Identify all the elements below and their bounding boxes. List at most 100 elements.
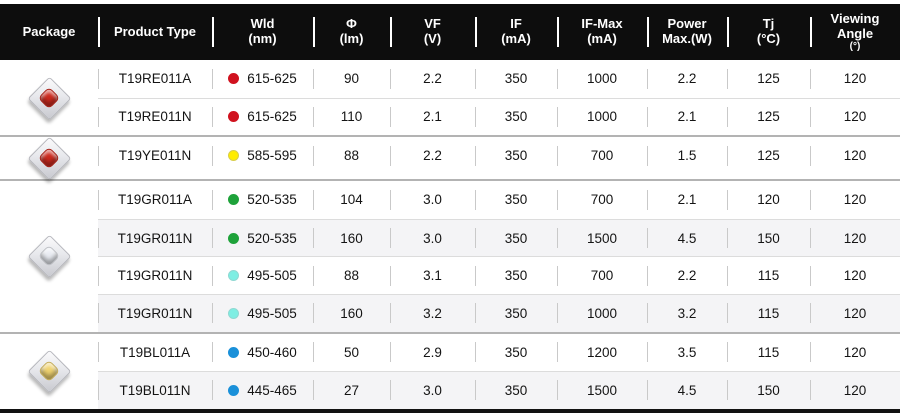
if-max-cell: 1500 bbox=[557, 372, 647, 409]
tj-cell: 150 bbox=[727, 220, 810, 257]
header-viewing-angle: Viewing Angle (°) bbox=[810, 4, 900, 60]
product-type-cell: T19BL011A bbox=[98, 334, 212, 372]
header-if: IF (mA) bbox=[475, 4, 557, 60]
wavelength-cell: 615-625 bbox=[212, 99, 313, 136]
vf-cell: 3.1 bbox=[390, 257, 475, 294]
tj-cell: 125 bbox=[727, 137, 810, 175]
header-wld: Wld (nm) bbox=[212, 4, 313, 60]
color-dot bbox=[228, 111, 240, 123]
package-cell bbox=[0, 60, 98, 135]
vf-cell: 2.9 bbox=[390, 334, 475, 372]
flux-cell: 90 bbox=[313, 60, 390, 98]
power-max-cell: 2.2 bbox=[647, 257, 727, 294]
wavelength-cell: 495-505 bbox=[212, 295, 313, 332]
led-package-red-icon bbox=[27, 136, 72, 181]
wavelength-cell: 445-465 bbox=[212, 372, 313, 409]
header-power-max: Power Max.(W) bbox=[647, 4, 727, 60]
led-spec-table: Package Product Type Wld (nm) Φ (lm) VF (V)… bbox=[0, 4, 900, 413]
flux-cell: 160 bbox=[313, 220, 390, 257]
power-max-cell: 4.5 bbox=[647, 372, 727, 409]
header-vf: VF (V) bbox=[390, 4, 475, 60]
if-max-cell: 1500 bbox=[557, 220, 647, 257]
flux-cell: 88 bbox=[313, 257, 390, 294]
table-row: T19BL011A 450-460 50 2.9 350 1200 3.5 11… bbox=[98, 334, 900, 372]
tj-cell: 115 bbox=[727, 295, 810, 332]
product-type-cell: T19YE011N bbox=[98, 137, 212, 175]
vf-cell: 2.2 bbox=[390, 137, 475, 175]
if-cell: 350 bbox=[475, 295, 557, 332]
flux-cell: 88 bbox=[313, 137, 390, 175]
package-cell bbox=[0, 136, 98, 181]
viewing-angle-cell: 120 bbox=[810, 181, 900, 219]
header-flux: Φ (lm) bbox=[313, 4, 390, 60]
wavelength-cell: 495-505 bbox=[212, 257, 313, 294]
viewing-angle-cell: 120 bbox=[810, 372, 900, 409]
product-type-cell: T19RE011N bbox=[98, 99, 212, 136]
viewing-angle-cell: 120 bbox=[810, 295, 900, 332]
package-cell bbox=[0, 334, 98, 409]
viewing-angle-cell: 120 bbox=[810, 137, 900, 175]
vf-cell: 3.0 bbox=[390, 372, 475, 409]
if-max-cell: 1000 bbox=[557, 295, 647, 332]
if-max-cell: 700 bbox=[557, 181, 647, 219]
led-package-gold-icon bbox=[27, 349, 72, 394]
table-row: T19GR011A 520-535 104 3.0 350 700 2.1 12… bbox=[98, 181, 900, 219]
vf-cell: 2.1 bbox=[390, 99, 475, 136]
tj-cell: 125 bbox=[727, 60, 810, 98]
table-row: T19BL011N 445-465 27 3.0 350 1500 4.5 15… bbox=[98, 371, 900, 409]
table-row: T19YE011N 585-595 88 2.2 350 700 1.5 125… bbox=[98, 137, 900, 175]
table-row: T19GR011N 495-505 160 3.2 350 1000 3.2 1… bbox=[98, 293, 900, 332]
power-max-cell: 1.5 bbox=[647, 137, 727, 175]
package-group-blue: T19BL011A 450-460 50 2.9 350 1200 3.5 11… bbox=[0, 331, 900, 409]
vf-cell: 3.0 bbox=[390, 181, 475, 219]
color-dot bbox=[228, 307, 240, 319]
table-row: T19RE011A 615-625 90 2.2 350 1000 2.2 12… bbox=[98, 60, 900, 98]
if-cell: 350 bbox=[475, 334, 557, 372]
product-type-cell: T19RE011A bbox=[98, 60, 212, 98]
vf-cell: 3.2 bbox=[390, 295, 475, 332]
package-group-red: T19RE011A 615-625 90 2.2 350 1000 2.2 12… bbox=[0, 60, 900, 135]
wavelength-cell: 520-535 bbox=[212, 220, 313, 257]
flux-cell: 27 bbox=[313, 372, 390, 409]
power-max-cell: 3.2 bbox=[647, 295, 727, 332]
product-type-cell: T19GR011N bbox=[98, 295, 212, 332]
if-cell: 350 bbox=[475, 372, 557, 409]
if-max-cell: 1000 bbox=[557, 99, 647, 136]
if-cell: 350 bbox=[475, 220, 557, 257]
tj-cell: 115 bbox=[727, 257, 810, 294]
viewing-angle-cell: 120 bbox=[810, 257, 900, 294]
color-dot bbox=[228, 150, 240, 162]
flux-cell: 160 bbox=[313, 295, 390, 332]
table-row: T19RE011N 615-625 110 2.1 350 1000 2.1 1… bbox=[98, 97, 900, 136]
power-max-cell: 2.2 bbox=[647, 60, 727, 98]
package-group-green: T19GR011A 520-535 104 3.0 350 700 2.1 12… bbox=[0, 179, 900, 332]
if-cell: 350 bbox=[475, 99, 557, 136]
color-dot bbox=[228, 270, 240, 282]
tj-cell: 115 bbox=[727, 334, 810, 372]
viewing-angle-cell: 120 bbox=[810, 60, 900, 98]
header-package: Package bbox=[22, 23, 76, 39]
wavelength-cell: 520-535 bbox=[212, 181, 313, 219]
product-type-cell: T19GR011N bbox=[98, 220, 212, 257]
header-tj: Tj (°C) bbox=[727, 4, 810, 60]
if-cell: 350 bbox=[475, 137, 557, 175]
flux-cell: 50 bbox=[313, 334, 390, 372]
power-max-cell: 2.1 bbox=[647, 181, 727, 219]
viewing-angle-cell: 120 bbox=[810, 99, 900, 136]
color-dot bbox=[228, 73, 240, 85]
table-header-row: Package Product Type Wld (nm) Φ (lm) VF (V)… bbox=[0, 4, 900, 60]
table-row: T19GR011N 495-505 88 3.1 350 700 2.2 115… bbox=[98, 256, 900, 294]
header-product-type: Product Type bbox=[98, 4, 212, 60]
product-type-cell: T19BL011N bbox=[98, 372, 212, 409]
viewing-angle-cell: 120 bbox=[810, 334, 900, 372]
table-row: T19GR011N 520-535 160 3.0 350 1500 4.5 1… bbox=[98, 218, 900, 257]
wavelength-cell: 615-625 bbox=[212, 60, 313, 98]
if-max-cell: 1200 bbox=[557, 334, 647, 372]
power-max-cell: 4.5 bbox=[647, 220, 727, 257]
color-dot bbox=[228, 232, 240, 244]
vf-cell: 2.2 bbox=[390, 60, 475, 98]
tj-cell: 120 bbox=[727, 181, 810, 219]
if-cell: 350 bbox=[475, 257, 557, 294]
color-dot bbox=[228, 194, 240, 206]
